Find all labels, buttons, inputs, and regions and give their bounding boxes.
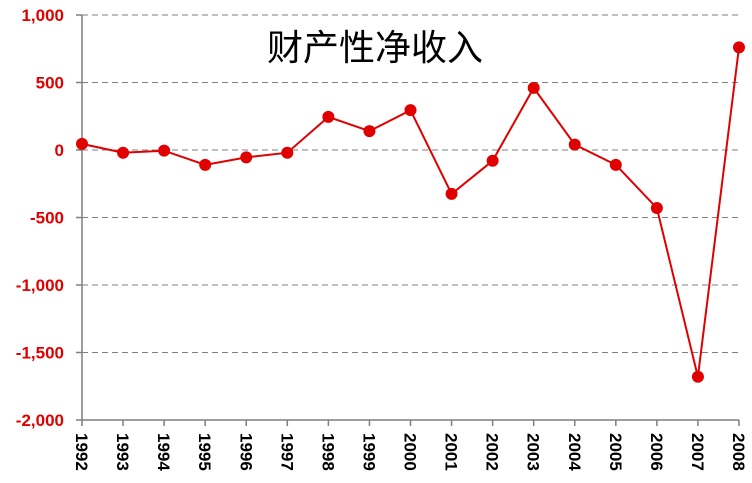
x-tick-label: 2003 [524,433,543,471]
x-tick-label: 2000 [401,433,420,471]
data-point [733,41,745,54]
x-tick-label: 2002 [483,433,502,471]
x-tick-label: 1999 [359,433,378,471]
series-line [81,47,740,378]
data-point [240,151,253,164]
y-tick-label: 0 [55,141,64,160]
data-point [691,370,704,383]
x-tick-label: 2005 [606,433,625,471]
x-tick-label: 1993 [113,433,132,471]
y-tick-label: 500 [36,74,64,93]
y-tick-label: 1,000 [21,6,64,25]
data-point [158,144,171,157]
axes [76,14,740,426]
data-point [404,104,417,117]
data-point [117,146,130,159]
data-point [363,125,376,138]
y-tick-label: -1,500 [16,344,64,363]
chart-title: 财产性净收入 [267,28,483,69]
data-point [76,137,88,150]
x-axis-ticks: 1992 1993 1994 1995 1996 1997 1998 1999 2000 2001… [72,433,748,471]
series [76,41,745,383]
x-tick-label: 1998 [318,433,337,471]
data-point [527,81,540,94]
x-tick-label: 1995 [195,433,214,471]
data-point [609,158,622,171]
x-tick-label: 2008 [729,433,748,471]
data-point [650,202,663,215]
y-tick-label: -500 [30,209,64,228]
data-point [445,187,458,200]
x-tick-label: 1994 [154,433,173,471]
y-tick-label: -1,000 [16,276,64,295]
x-tick-label: 2004 [565,433,584,471]
y-axis-ticks: 1,000 500 0 -500 -1,000 -1,500 -2,000 [16,6,64,430]
x-tick-label: 2007 [688,433,707,471]
y-tick-label: -2,000 [16,411,64,430]
x-tick-label: 2001 [442,433,461,471]
x-tick-label: 1997 [277,433,296,471]
data-point [568,138,581,151]
x-tick-label: 1992 [72,433,91,471]
data-point [486,154,499,167]
x-tick-label: 2006 [647,433,666,471]
data-point [322,110,335,123]
data-point [199,158,212,171]
x-tick-label: 1996 [236,433,255,471]
data-point [281,146,294,159]
